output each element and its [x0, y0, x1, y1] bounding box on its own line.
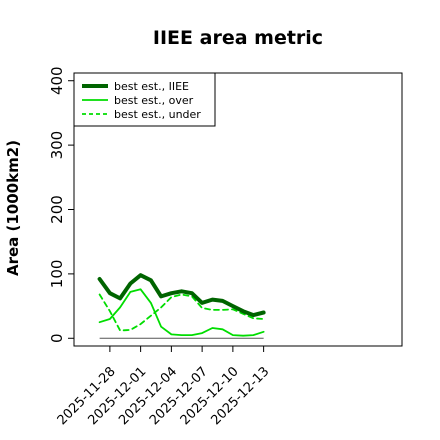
- series-line-3: [98, 293, 265, 332]
- legend-label-2: best est., over: [114, 94, 194, 107]
- chart-title: IIEE area metric: [153, 27, 323, 49]
- y-tick-label: 100: [48, 260, 66, 289]
- y-axis-label: Area (1000km2): [4, 140, 22, 276]
- y-tick-label: 200: [48, 195, 66, 224]
- legend-label-3: best est., under: [114, 108, 201, 121]
- y-tick-label: 300: [48, 131, 66, 160]
- series-line-2: [98, 288, 265, 337]
- series-line-1: [97, 273, 266, 318]
- y-tick-label: 400: [48, 66, 66, 95]
- plot-area: 01002003004002025-11-282025-12-012025-12…: [48, 66, 403, 428]
- y-tick-label: 0: [48, 334, 66, 344]
- legend-label-1: best est., IIEE: [114, 80, 189, 93]
